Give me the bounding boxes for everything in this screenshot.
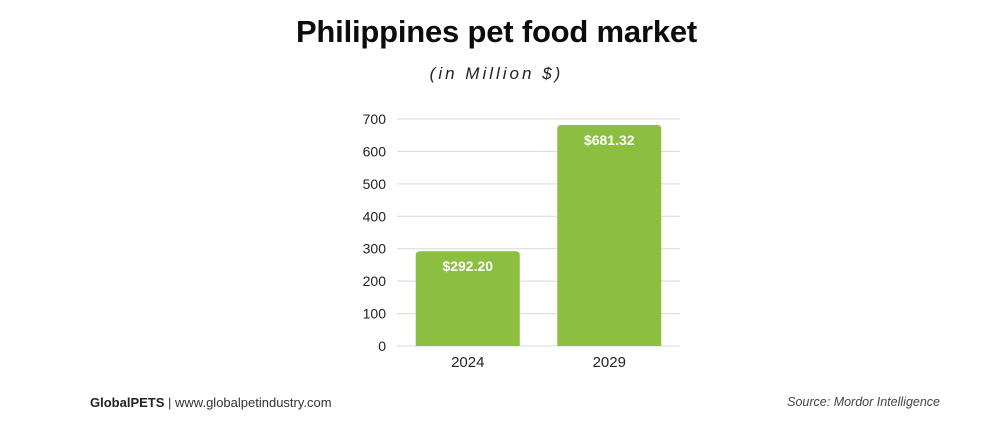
bars	[415, 125, 662, 347]
footer-credit: GlobalPETS | www.globalpetindustry.com	[90, 395, 332, 410]
y-tick-label: 700	[363, 111, 387, 127]
labels: 0 100 200 300 400 500 600 700 $292.20 2024 $681.32…	[363, 111, 635, 371]
data-label-2029: $681.32	[584, 132, 635, 148]
bar-2024	[415, 251, 520, 346]
bar-2029	[557, 125, 662, 347]
x-tick-label-2029: 2029	[593, 354, 626, 371]
chart-title: Philippines pet food market	[295, 14, 698, 49]
y-tick-label: 500	[363, 176, 387, 192]
footer-brand: GlobalPETS	[90, 395, 165, 410]
data-label-2024: $292.20	[442, 258, 493, 274]
footer-url[interactable]: www.globalpetindustry.com	[175, 395, 332, 410]
y-tick-label: 100	[363, 306, 387, 322]
x-tick-label-2024: 2024	[451, 354, 484, 371]
y-tick-label: 200	[363, 273, 387, 289]
y-tick-label: 400	[363, 208, 387, 224]
y-tick-label: 0	[378, 338, 386, 354]
y-tick-label: 300	[363, 241, 387, 257]
y-tick-label: 600	[363, 143, 387, 159]
footer-source: Source: Mordor Intelligence	[787, 395, 940, 409]
footer-separator: |	[164, 395, 176, 410]
chart-subtitle: (in Million $)	[429, 64, 564, 83]
